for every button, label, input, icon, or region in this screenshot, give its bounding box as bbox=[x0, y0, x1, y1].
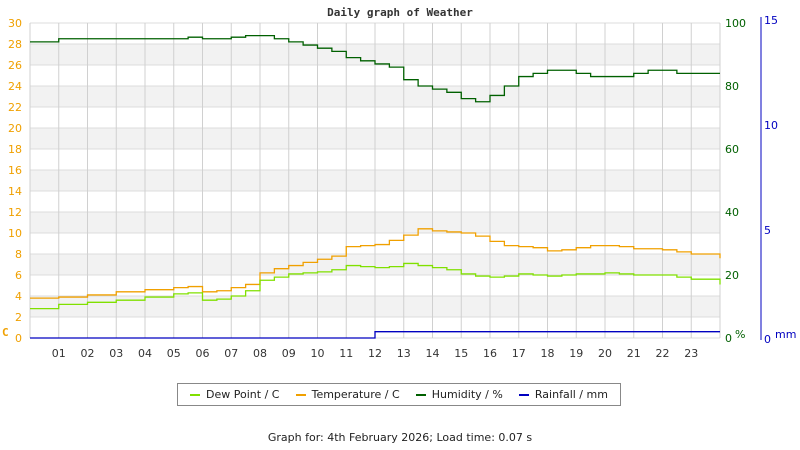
svg-text:0: 0 bbox=[764, 333, 771, 346]
svg-text:18: 18 bbox=[8, 143, 22, 156]
series-line bbox=[30, 331, 720, 339]
legend-swatch bbox=[518, 393, 529, 396]
svg-text:0: 0 bbox=[15, 332, 22, 345]
svg-text:80: 80 bbox=[725, 80, 739, 93]
series-line bbox=[30, 228, 721, 299]
svg-text:17: 17 bbox=[512, 347, 526, 360]
svg-text:10: 10 bbox=[311, 347, 325, 360]
chart-legend: Dew Point / C Temperature / C Humidity /… bbox=[177, 383, 621, 406]
legend-label: Rainfall / mm bbox=[534, 388, 608, 401]
svg-text:08: 08 bbox=[253, 347, 267, 360]
svg-text:30: 30 bbox=[8, 17, 22, 30]
svg-text:14: 14 bbox=[426, 347, 440, 360]
chart-title: Daily graph of Weather bbox=[327, 6, 473, 19]
series-line bbox=[30, 262, 721, 310]
svg-text:%: % bbox=[735, 328, 745, 341]
svg-text:20: 20 bbox=[8, 122, 22, 135]
graph-footer: Graph for: 4th February 2026; Load time:… bbox=[267, 431, 533, 444]
svg-text:16: 16 bbox=[483, 347, 497, 360]
svg-text:22: 22 bbox=[8, 101, 22, 114]
svg-text:12: 12 bbox=[8, 206, 22, 219]
svg-text:21: 21 bbox=[627, 347, 641, 360]
svg-text:4: 4 bbox=[15, 290, 22, 303]
svg-text:28: 28 bbox=[8, 38, 22, 51]
legend-item-humidity: Humidity / % bbox=[415, 388, 503, 401]
svg-text:04: 04 bbox=[138, 347, 152, 360]
svg-text:2: 2 bbox=[15, 311, 22, 324]
svg-text:8: 8 bbox=[15, 248, 22, 261]
svg-text:18: 18 bbox=[541, 347, 555, 360]
svg-text:23: 23 bbox=[684, 347, 698, 360]
svg-text:5: 5 bbox=[764, 224, 771, 237]
legend-item-dew-point: Dew Point / C bbox=[190, 388, 279, 401]
svg-text:10: 10 bbox=[8, 227, 22, 240]
svg-text:10: 10 bbox=[764, 119, 778, 132]
svg-text:19: 19 bbox=[569, 347, 583, 360]
svg-text:09: 09 bbox=[282, 347, 296, 360]
svg-text:mm: mm bbox=[775, 328, 796, 341]
svg-text:13: 13 bbox=[397, 347, 411, 360]
svg-text:15: 15 bbox=[764, 14, 778, 27]
svg-text:05: 05 bbox=[167, 347, 181, 360]
svg-text:14: 14 bbox=[8, 185, 22, 198]
svg-text:20: 20 bbox=[598, 347, 612, 360]
svg-text:6: 6 bbox=[15, 269, 22, 282]
svg-text:12: 12 bbox=[368, 347, 382, 360]
svg-text:0: 0 bbox=[725, 332, 732, 345]
svg-text:26: 26 bbox=[8, 59, 22, 72]
legend-swatch bbox=[415, 393, 426, 396]
svg-text:22: 22 bbox=[656, 347, 670, 360]
svg-text:40: 40 bbox=[725, 206, 739, 219]
svg-text:01: 01 bbox=[52, 347, 66, 360]
svg-text:16: 16 bbox=[8, 164, 22, 177]
svg-text:24: 24 bbox=[8, 80, 22, 93]
svg-text:15: 15 bbox=[454, 347, 468, 360]
svg-text:11: 11 bbox=[339, 347, 353, 360]
legend-item-temperature: Temperature / C bbox=[295, 388, 400, 401]
svg-text:100: 100 bbox=[725, 17, 746, 30]
legend-swatch bbox=[295, 393, 306, 396]
svg-text:20: 20 bbox=[725, 269, 739, 282]
svg-text:60: 60 bbox=[725, 143, 739, 156]
legend-label: Temperature / C bbox=[311, 388, 400, 401]
svg-text:C: C bbox=[2, 326, 9, 339]
svg-text:03: 03 bbox=[109, 347, 123, 360]
legend-swatch bbox=[190, 393, 201, 396]
svg-text:02: 02 bbox=[81, 347, 95, 360]
legend-label: Dew Point / C bbox=[206, 388, 280, 401]
weather-chart: 01 02 03 04 05 06 07 08 09 10 11 12 13 14 15 16 17 18 19 20… bbox=[2, 14, 796, 360]
legend-label: Humidity / % bbox=[431, 388, 503, 401]
series-line bbox=[30, 34, 720, 103]
svg-text:07: 07 bbox=[224, 347, 238, 360]
svg-text:06: 06 bbox=[196, 347, 210, 360]
legend-item-rainfall: Rainfall / mm bbox=[518, 388, 608, 401]
